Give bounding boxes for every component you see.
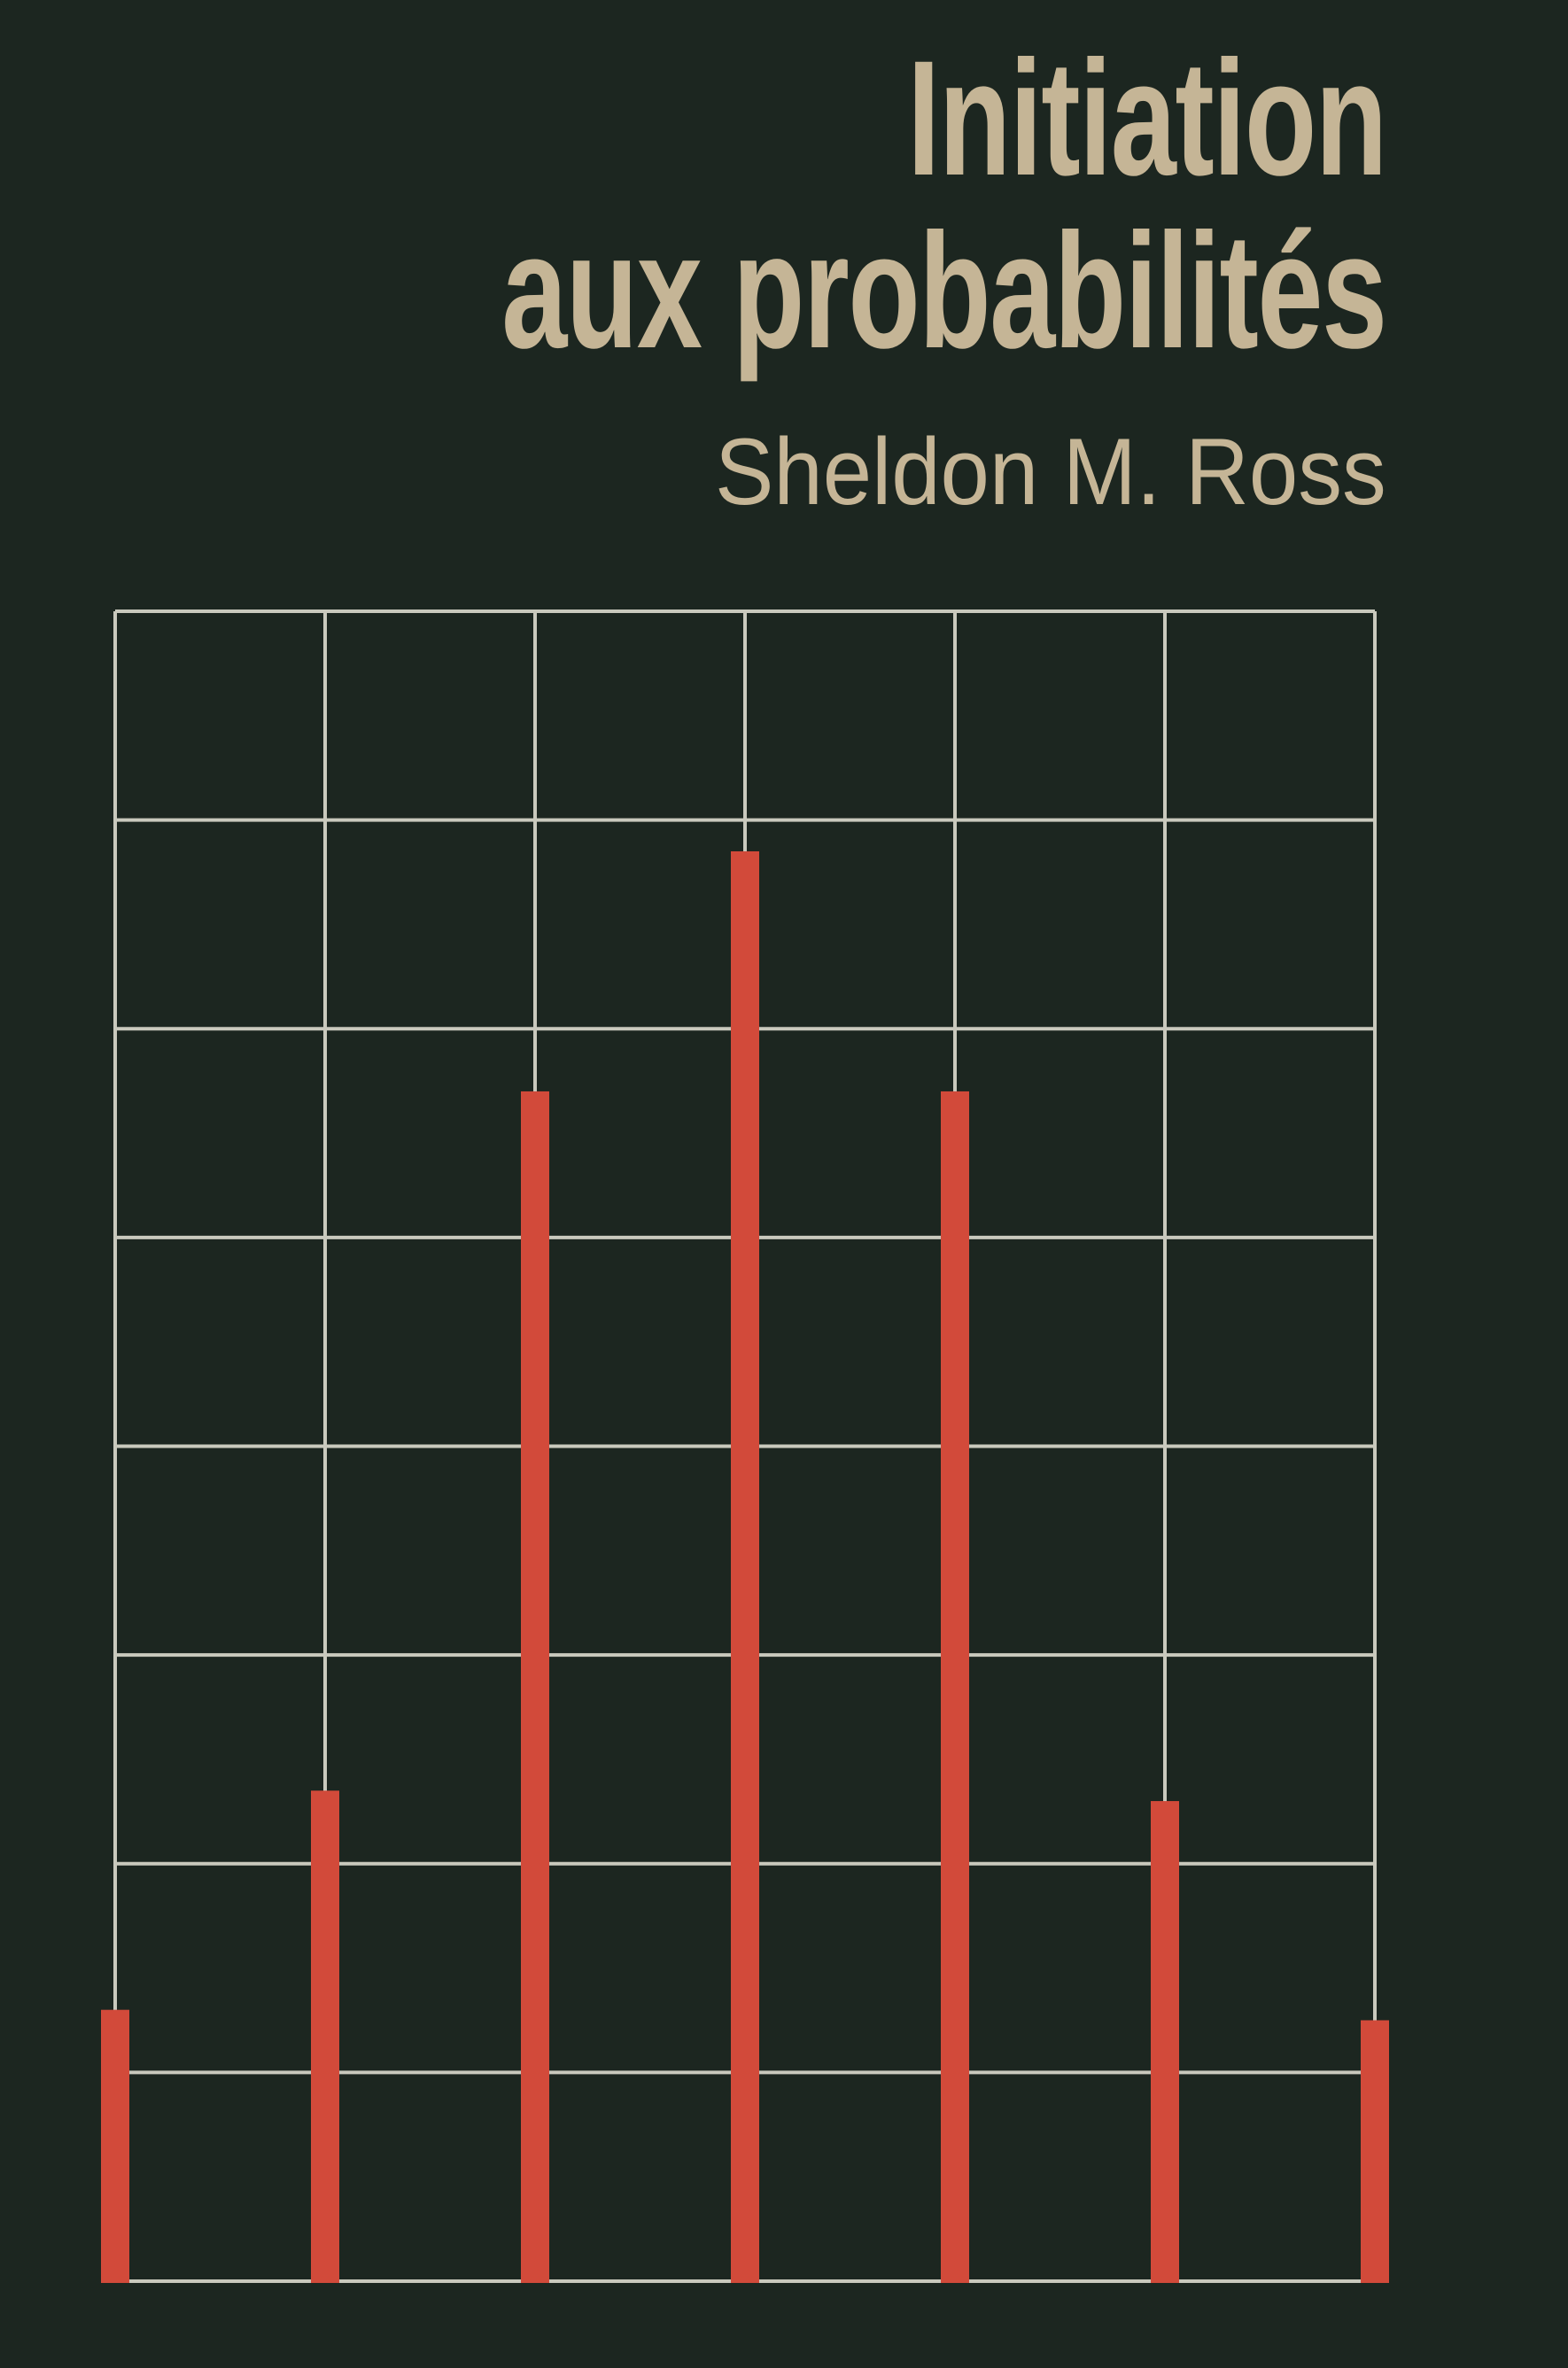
- bar-4: [941, 1091, 969, 2283]
- bar-1: [311, 1790, 339, 2283]
- title-line-2: aux probabilités: [501, 200, 1388, 383]
- bar-3: [731, 850, 759, 2283]
- title-line-1: Initiation: [907, 27, 1387, 210]
- bar-6: [1361, 2020, 1389, 2283]
- bar-2: [521, 1091, 549, 2283]
- bar-5: [1151, 1801, 1179, 2283]
- bar-0: [101, 2009, 129, 2283]
- author-name: Sheldon M. Ross: [715, 418, 1386, 524]
